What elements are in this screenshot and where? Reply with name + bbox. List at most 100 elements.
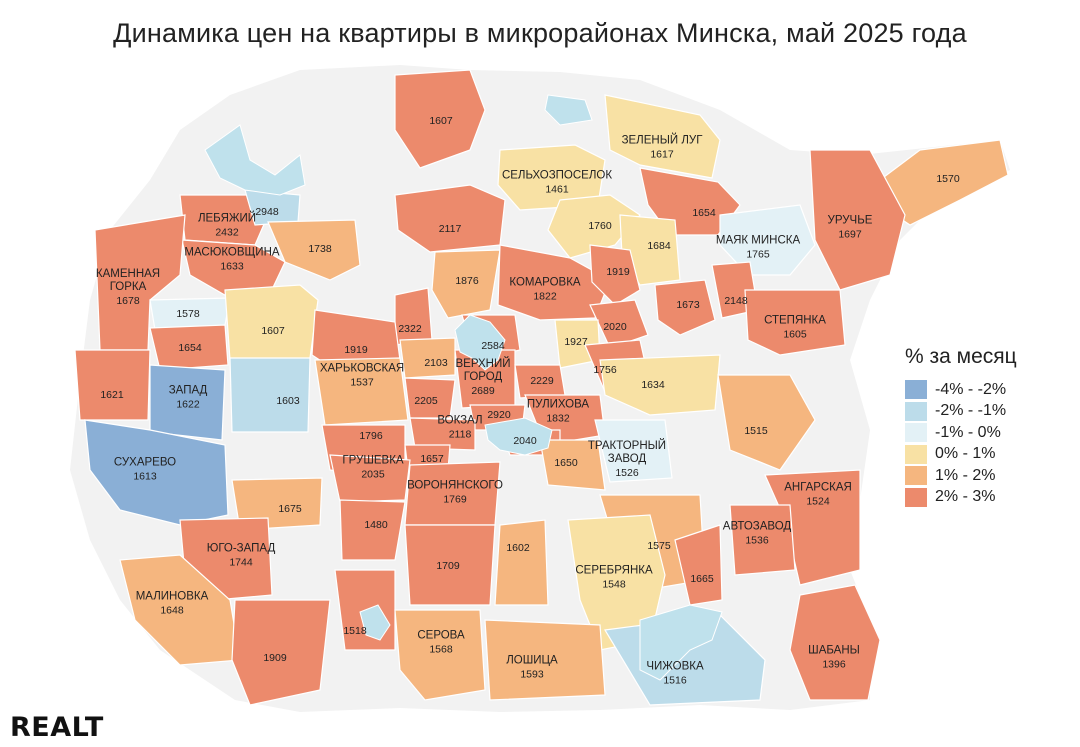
district-area (231, 599, 331, 706)
district-area (267, 219, 361, 281)
district-area (431, 249, 501, 319)
district-price: 1537 (350, 377, 374, 389)
district-price: 1622 (176, 399, 200, 411)
district-price: 1650 (554, 457, 578, 469)
district-price: 1634 (641, 379, 665, 391)
district-price: 1603 (276, 395, 300, 407)
district-area (404, 377, 456, 419)
district-price: 1568 (429, 644, 453, 656)
district-name: АНГАРСКАЯ (784, 482, 852, 494)
district-price: 1796 (359, 430, 383, 442)
district-area (494, 519, 549, 606)
water-body (484, 417, 553, 456)
district-area (394, 609, 486, 701)
district-price: 1396 (822, 659, 846, 671)
legend-swatch (905, 444, 927, 464)
legend-label: 1% - 2% (935, 466, 996, 484)
district-area (717, 374, 816, 471)
district-area (224, 284, 319, 361)
map-title: Динамика цен на квартиры в микрорайонах … (113, 18, 967, 48)
district-name: ТРАКТОРНЫЙ (588, 439, 666, 452)
district-price: 1654 (178, 342, 202, 354)
district-name: МАСЮКОВЩИНА (184, 247, 279, 259)
district-name: ЛЕБЯЖИЙ (198, 212, 256, 225)
legend-title: % за месяц (905, 345, 1017, 368)
legend-item: -1% - 0% (905, 422, 1065, 444)
district-price: 1570 (936, 173, 960, 185)
district-price: 2584 (481, 340, 505, 352)
district-price: 2148 (724, 295, 748, 307)
district-name: ГОРОД (464, 371, 503, 383)
district-price: 1909 (263, 652, 287, 664)
district-name: СЕРОВА (417, 630, 465, 642)
district-price: 2205 (414, 395, 438, 407)
legend-item: 2% - 3% (905, 487, 1065, 509)
district-price: 1548 (602, 579, 626, 591)
district-name: ВОКЗАЛ (437, 415, 482, 427)
water-body (544, 94, 593, 126)
district-price: 2035 (361, 469, 385, 481)
district-price: 1480 (364, 519, 388, 531)
district-name: ВОРОНЯНСКОГО (407, 480, 503, 492)
district-area (179, 194, 269, 246)
water-body (454, 314, 506, 371)
district-price: 1919 (606, 266, 630, 278)
district-name: УРУЧЬЕ (828, 215, 873, 227)
district-price: 1536 (745, 535, 769, 547)
district-area (547, 194, 641, 259)
district-name: ЗЕЛЕНЫЙ ЛУГ (622, 134, 704, 147)
legend: % за месяц -4% - -2% -2% - -1% -1% - 0% 0% … (905, 345, 1065, 508)
district-price: 1593 (520, 669, 544, 681)
district-price: 1575 (647, 540, 671, 552)
district-area (339, 499, 406, 561)
district-price: 1461 (545, 184, 569, 196)
district-area (589, 299, 649, 349)
legend-item: -4% - -2% (905, 379, 1065, 401)
district-price: 1822 (533, 291, 557, 303)
legend-item: -2% - -1% (905, 401, 1065, 423)
district-name: ГРУШЕВКА (342, 455, 404, 467)
district-area (674, 524, 723, 606)
district-price: 1927 (564, 336, 588, 348)
district-area (619, 214, 681, 286)
district-name: МАЛИНОВКА (136, 591, 209, 603)
district-price: 1515 (744, 425, 768, 437)
district-price: 1697 (838, 229, 862, 241)
district-area (639, 167, 741, 236)
district-name: СУХАРЕВО (114, 457, 176, 469)
district-name: ЗАВОД (608, 453, 647, 465)
district-price: 1665 (690, 573, 714, 585)
district-price: 1518 (343, 625, 367, 637)
district-price: 1876 (455, 275, 479, 287)
district-price: 1678 (116, 295, 140, 307)
legend-item: 1% - 2% (905, 465, 1065, 487)
district-area (394, 287, 433, 346)
district-name: КОМАРОВКА (509, 277, 580, 289)
district-area (497, 244, 611, 321)
district-name: СЕРЕБРЯНКА (575, 565, 653, 577)
legend-swatch (905, 401, 927, 421)
legend-swatch (905, 487, 927, 507)
water-body (359, 604, 391, 641)
district-area (404, 524, 496, 606)
district-price: 1709 (436, 560, 460, 572)
district-name: АВТОЗАВОД (723, 521, 792, 533)
realt-logo: REALT (10, 712, 104, 743)
district-area (149, 364, 226, 441)
district-price: 1673 (676, 299, 700, 311)
district-name: ЗАПАД (169, 385, 208, 397)
district-price: 1607 (261, 325, 285, 337)
district-area (604, 94, 721, 179)
district-price: 1648 (160, 605, 184, 617)
district-name: ХАРЬКОВСКАЯ (320, 363, 404, 375)
district-area (809, 149, 906, 291)
district-price: 2118 (449, 429, 472, 441)
district-area (74, 349, 151, 421)
district-price: 1578 (176, 308, 200, 320)
district-price: 1919 (344, 344, 368, 356)
district-name: ПУЛИХОВА (527, 399, 590, 411)
district-price: 1602 (506, 542, 530, 554)
legend-label: -2% - -1% (935, 402, 1007, 420)
district-name: МАЯК МИНСКА (716, 235, 801, 247)
